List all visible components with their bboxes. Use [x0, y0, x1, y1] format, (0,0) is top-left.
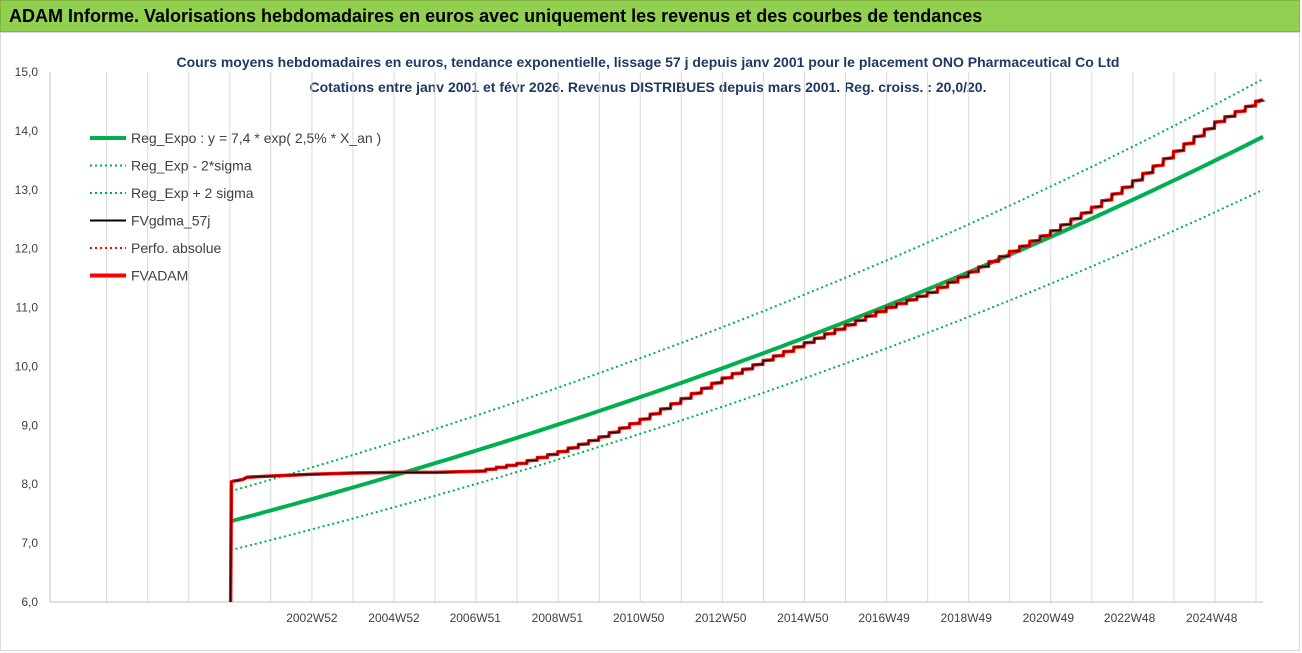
x-tick-label: 2012W50 — [695, 611, 747, 625]
y-tick-label: 13,0 — [15, 183, 39, 197]
x-tick-label: 2008W51 — [532, 611, 584, 625]
y-tick-label: 14,0 — [15, 124, 39, 138]
y-tick-label: 8,0 — [21, 477, 38, 491]
x-tick-label: 2002W52 — [286, 611, 338, 625]
series-line — [228, 98, 1265, 603]
y-tick-label: 11,0 — [16, 301, 39, 315]
legend-label: FVgdma_57j — [131, 213, 210, 229]
x-tick-label: 2024W48 — [1186, 611, 1238, 625]
chart-title: Cours moyens hebdomadaires en euros, ten… — [177, 54, 1120, 70]
y-tick-label: 6,0 — [21, 595, 38, 609]
legend-label: Perfo. absolue — [131, 240, 221, 256]
legend-label: Reg_Expo : y = 7,4 * exp( 2,5% * X_an ) — [131, 130, 381, 146]
legend-label: Reg_Exp - 2*sigma — [131, 158, 252, 174]
x-tick-label: 2020W49 — [1023, 611, 1075, 625]
legend-label: Reg_Exp + 2 sigma — [131, 185, 254, 201]
series-line — [230, 135, 1264, 524]
y-tick-label: 10,0 — [15, 359, 39, 373]
y-tick-label: 15,0 — [15, 65, 39, 79]
x-tick-label: 2018W49 — [941, 611, 993, 625]
y-tick-label: 7,0 — [21, 536, 38, 550]
y-tick-label: 12,0 — [15, 242, 39, 256]
x-tick-label: 2014W50 — [777, 611, 829, 625]
x-tick-label: 2010W50 — [613, 611, 665, 625]
x-tick-label: 2022W48 — [1104, 611, 1156, 625]
grid — [106, 72, 1257, 602]
legend-label: FVADAM — [131, 268, 188, 284]
axes: 6,0 7,0 8,0 9,0 10,0 11,0 12,0 13,0 14,0 15,0 2002… — [15, 65, 1263, 625]
x-tick-label: 2004W52 — [368, 611, 420, 625]
legend: Reg_Expo : y = 7,4 * exp( 2,5% * X_an ) R… — [90, 130, 381, 284]
series-layer — [228, 78, 1265, 603]
title-banner: ADAM Informe. Valorisations hebdomadaire… — [0, 0, 1300, 32]
x-tick-label: 2006W51 — [450, 611, 502, 625]
series-line — [230, 78, 1264, 493]
series-line — [230, 188, 1264, 552]
y-tick-label: 9,0 — [21, 418, 38, 432]
chart-frame — [0, 32, 1300, 651]
series-line — [230, 99, 1264, 603]
x-tick-label: 2016W49 — [858, 611, 910, 625]
chart-subtitle: Cotations entre janv 2001 et févr 2026. … — [310, 79, 987, 95]
banner-title: ADAM Informe. Valorisations hebdomadaire… — [9, 6, 983, 26]
